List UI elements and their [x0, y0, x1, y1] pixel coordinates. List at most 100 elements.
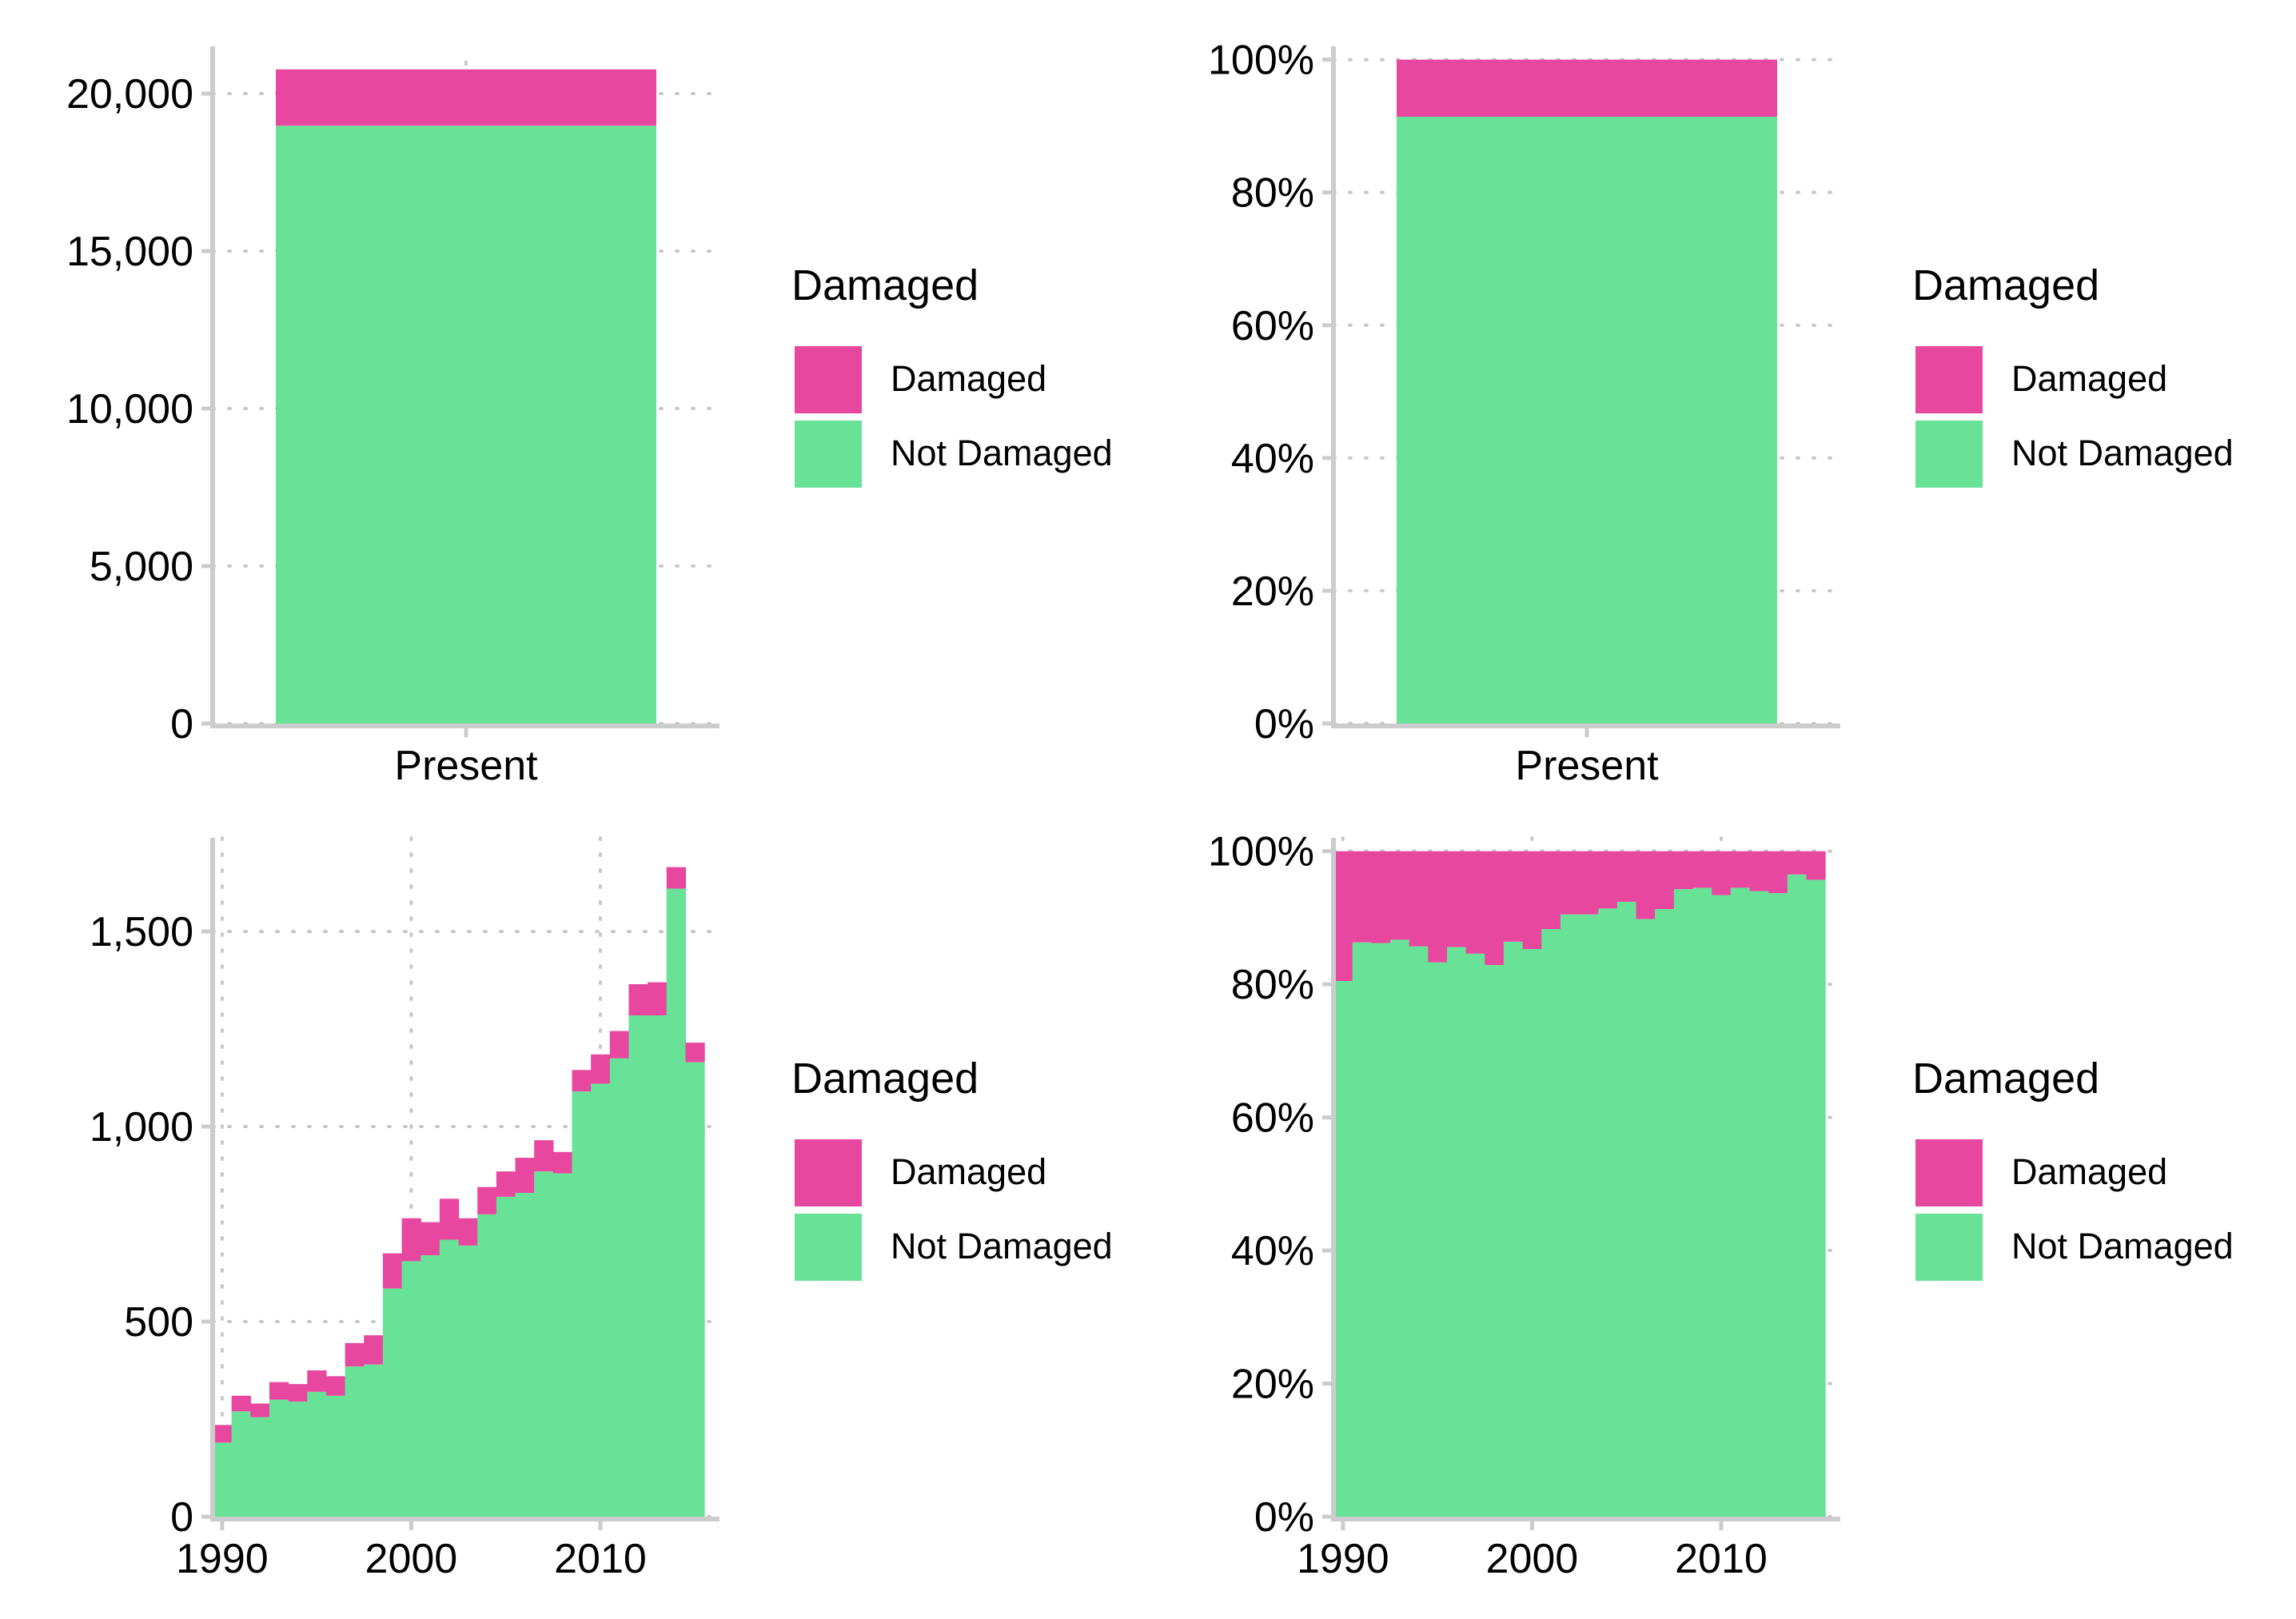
bar-not-damaged-2009 [572, 1091, 592, 1517]
bar-not-damaged-2004 [1598, 908, 1618, 1517]
bar-damaged-2011 [609, 1031, 630, 1059]
axes: 0 500 1,000 1,500 1990 2000 2010 [90, 838, 719, 1582]
y-tick-label: 100% [1208, 38, 1314, 84]
bar-damaged-2005 [1616, 851, 1637, 902]
bar-damaged-2005 [496, 1171, 516, 1197]
y-tick-label: 80% [1231, 962, 1314, 1008]
bar-damaged-2014 [1787, 851, 1808, 875]
bar-not-damaged-2013 [1768, 893, 1788, 1517]
y-tick-label: 20% [1231, 568, 1314, 615]
legend-label: Not Damaged [2011, 433, 2234, 473]
x-tick-label: 1990 [176, 1536, 269, 1582]
bars [213, 867, 705, 1517]
bar-not-damaged-2008 [1673, 889, 1694, 1517]
chart-panel-total-count: 05,00010,00015,00020,000PresentDamagedDa… [66, 46, 1113, 789]
bar-not-damaged-2011 [609, 1058, 630, 1517]
bar-not-damaged-2015 [685, 1062, 705, 1517]
legend-title: Damaged [1912, 261, 2099, 309]
legend-title: Damaged [791, 261, 979, 309]
bar-damaged-2001 [421, 1222, 440, 1256]
bar-damaged-1996 [325, 1376, 346, 1396]
bar-not-damaged-1993 [269, 1399, 289, 1517]
bar-damaged-1999 [382, 1253, 403, 1289]
bar-damaged-2006 [515, 1158, 535, 1194]
bar-not-damaged-1995 [1428, 962, 1448, 1517]
bar-not-damaged-1997 [345, 1366, 365, 1517]
legend-title: Damaged [1912, 1055, 2099, 1103]
bar-damaged-1994 [288, 1384, 308, 1402]
y-tick-label: 1,000 [90, 1104, 193, 1150]
legend-key-damaged [795, 346, 862, 413]
bar-damaged-2010 [591, 1054, 611, 1084]
bar-not-damaged-present [276, 126, 656, 724]
bar-not-damaged-2006 [1636, 919, 1656, 1517]
legend-key-not-damaged [1915, 1214, 1983, 1281]
bar-not-damaged-1993 [1389, 939, 1410, 1517]
bar-damaged-2003 [458, 1218, 478, 1246]
bar-damaged-1994 [1409, 851, 1429, 947]
bar-not-damaged-2000 [401, 1261, 421, 1517]
bar-not-damaged-2015 [1806, 879, 1826, 1517]
bar-damaged-2006 [1636, 851, 1656, 919]
bar-damaged-1993 [1389, 851, 1410, 940]
bar-damaged-2000 [401, 1218, 421, 1262]
bar-damaged-2013 [648, 982, 668, 1016]
bar-not-damaged-1990 [213, 1442, 233, 1517]
axes: 0% 20% 40% 60% 80% 100% 1990 2000 2010 [1208, 829, 1840, 1582]
chart-panel-yearly-percent: 0%20%40%60%80%100%1990 2000 2010DamagedDam… [1208, 829, 2234, 1582]
y-tick-label: 15,000 [66, 229, 193, 275]
x-tick-label: 2000 [1486, 1536, 1579, 1582]
axes: 0 5,000 10,000 15,000 20,000 Present [66, 46, 719, 789]
axes: 0% 20% 40% 60% 80% 100% Present [1208, 38, 1840, 789]
legend-key-damaged [1915, 346, 1983, 413]
legend-title: Damaged [791, 1055, 979, 1103]
y-tick-label: 500 [124, 1299, 193, 1346]
x-tick-label: Present [1515, 743, 1659, 789]
bar-not-damaged-2007 [1655, 909, 1675, 1517]
bar-not-damaged-1999 [382, 1288, 403, 1517]
y-tick-label: 20,000 [66, 71, 193, 118]
bar-damaged-1990 [213, 1425, 233, 1443]
y-tick-label: 0 [170, 1494, 193, 1541]
bar-damaged-1998 [1485, 851, 1505, 965]
legend-key-not-damaged [1915, 421, 1983, 488]
legend-label: Not Damaged [891, 433, 1113, 473]
bars [276, 69, 656, 724]
bar-damaged-2008 [1673, 851, 1694, 890]
bar-not-damaged-2003 [1579, 914, 1599, 1517]
bar-not-damaged-1991 [1352, 942, 1372, 1517]
bar-damaged-2004 [477, 1186, 497, 1214]
bar-not-damaged-1994 [288, 1402, 308, 1517]
bar-not-damaged-1998 [364, 1364, 384, 1517]
bar-not-damaged-2003 [458, 1245, 478, 1517]
y-tick-label: 0% [1254, 701, 1314, 748]
y-tick-label: 20% [1231, 1362, 1314, 1408]
bar-not-damaged-2014 [666, 888, 687, 1517]
bar-damaged-1999 [1503, 851, 1524, 942]
y-tick-label: 100% [1208, 829, 1314, 875]
y-tick-label: 40% [1231, 436, 1314, 482]
bar-not-damaged-2008 [552, 1173, 573, 1517]
legend-label: Not Damaged [2011, 1226, 2234, 1266]
bar-not-damaged-2010 [1712, 895, 1732, 1517]
bar-damaged-2009 [572, 1070, 592, 1092]
y-tick-label: 0% [1254, 1494, 1314, 1541]
bar-not-damaged-2007 [534, 1171, 554, 1517]
bar-not-damaged-2005 [1616, 901, 1637, 1517]
bar-not-damaged-1999 [1503, 941, 1524, 1517]
bar-damaged-1992 [1371, 851, 1391, 943]
legend: Damaged Damaged Not Damaged [1912, 1055, 2234, 1281]
y-tick-label: 1,500 [90, 909, 193, 955]
bar-damaged-2010 [1712, 851, 1732, 895]
y-tick-label: 10,000 [66, 386, 193, 433]
bar-not-damaged-2012 [1749, 891, 1769, 1517]
bar-not-damaged-1998 [1485, 964, 1505, 1517]
legend-label: Damaged [2011, 358, 2167, 399]
bar-damaged-2003 [1579, 851, 1599, 915]
bar-damaged-1991 [1352, 851, 1372, 943]
bar-not-damaged-2006 [515, 1193, 535, 1517]
bar-not-damaged-2013 [648, 1015, 668, 1517]
bar-not-damaged-1996 [1446, 947, 1467, 1517]
bar-damaged-2012 [1749, 851, 1769, 891]
